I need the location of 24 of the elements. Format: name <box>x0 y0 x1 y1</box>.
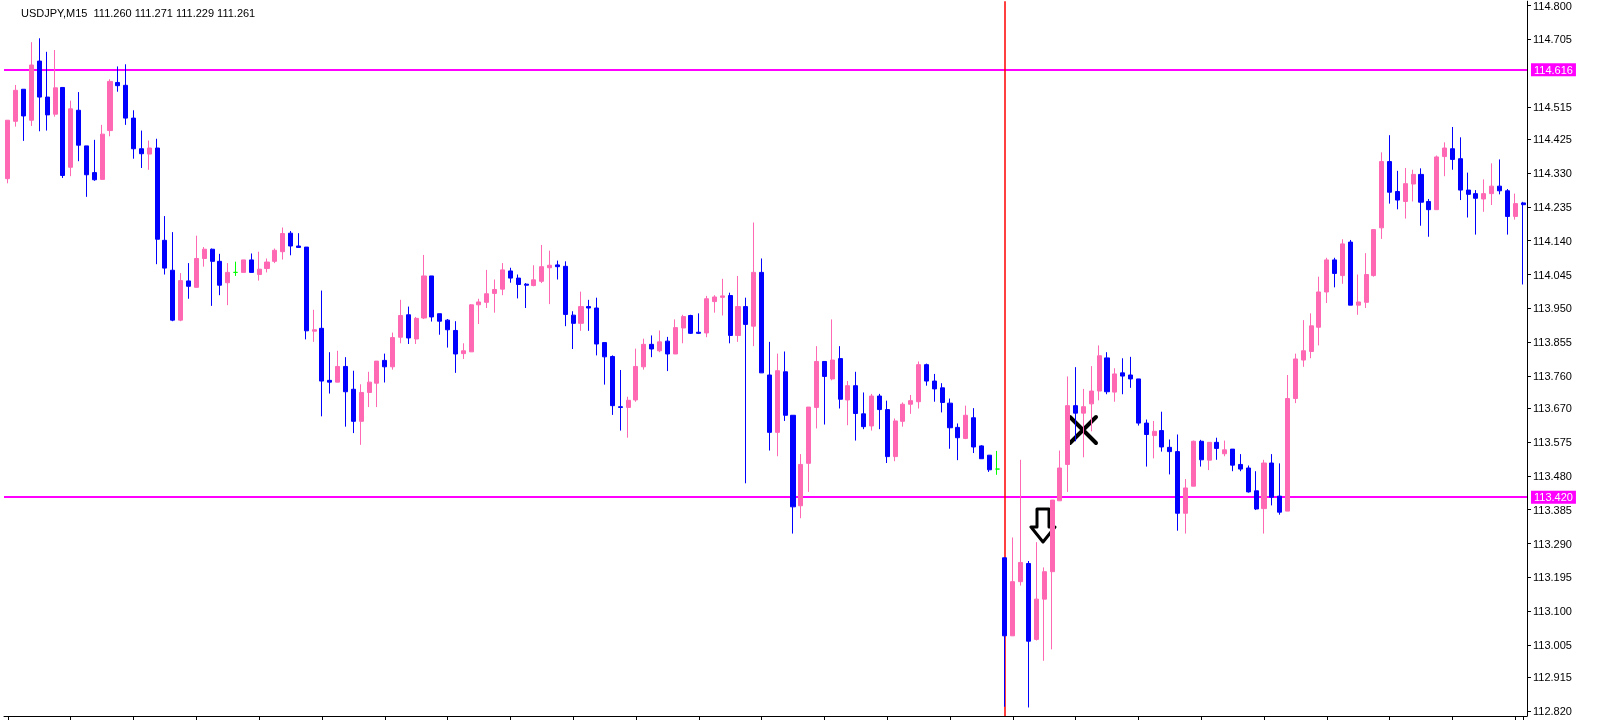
ref-line-label: 114.616 <box>1534 63 1573 76</box>
y-tick-label: 113.575 <box>1533 435 1572 448</box>
y-tick-label: 113.950 <box>1533 302 1572 315</box>
y-tick-label: 114.515 <box>1533 101 1572 114</box>
y-tick-label: 113.100 <box>1533 605 1572 618</box>
y-tick-label: 114.800 <box>1533 0 1572 12</box>
y-tick-label: 114.425 <box>1533 133 1572 146</box>
y-tick-label: 114.140 <box>1533 234 1572 247</box>
y-tick-label: 112.820 <box>1533 705 1572 718</box>
y-tick-label: 113.290 <box>1533 537 1572 550</box>
text: USDJPY,M15 111.260 111.271 111.229 111.261 <box>21 6 256 19</box>
ref-line-label: 113.420 <box>1534 491 1573 504</box>
y-tick-label: 113.195 <box>1533 571 1572 584</box>
y-tick-label: 114.705 <box>1533 33 1572 46</box>
y-tick-label: 113.005 <box>1533 639 1572 652</box>
y-tick-label: 113.385 <box>1533 503 1572 516</box>
y-tick-label: 113.855 <box>1533 336 1572 349</box>
y-tick-label: 114.330 <box>1533 166 1572 179</box>
y-tick-label: 114.235 <box>1533 200 1572 213</box>
y-tick-label: 112.915 <box>1533 671 1572 684</box>
y-tick-label: 113.670 <box>1533 402 1572 415</box>
y-tick-label: 113.480 <box>1533 469 1572 482</box>
y-tick-label: 113.760 <box>1533 370 1572 383</box>
y-tick-label: 114.045 <box>1533 268 1572 281</box>
